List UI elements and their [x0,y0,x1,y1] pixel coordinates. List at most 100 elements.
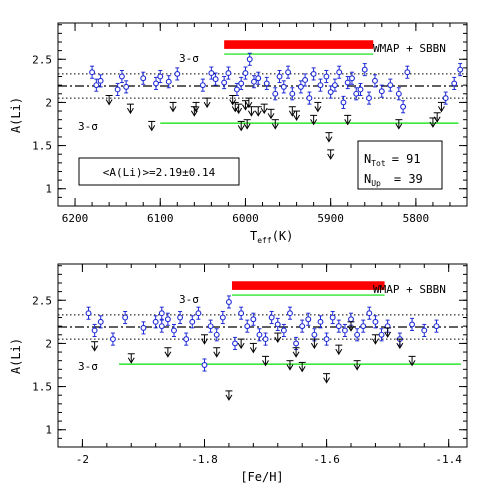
upper-limit-arrow [335,348,343,356]
data-point [232,340,238,347]
data-point [91,327,98,334]
upper-limit-arrow [347,325,355,332]
upper-limit-arrow [323,377,331,384]
y-tick-label: 2.5 [32,294,52,307]
data-point [207,323,214,330]
data-point [349,75,355,82]
y-tick-label: 2.5 [32,53,52,66]
data-point [225,70,232,77]
top-sigma-upper-label: 3-σ [179,52,199,65]
data-point [442,95,449,102]
upper-limit-arrow [225,394,233,401]
upper-limit-arrow [325,136,333,143]
data-point [433,323,440,330]
upper-limit-arrow [237,125,245,132]
data-point [421,327,428,334]
x-tick-label: -1.6 [313,453,340,466]
data-point [255,75,262,82]
upper-limit-arrow [237,342,245,350]
data-point [404,69,411,76]
upper-limit-arrow [353,364,361,371]
upper-limit-arrow [384,331,392,338]
data-point [189,318,196,325]
upper-limit-arrow [249,347,257,354]
data-point [306,95,313,102]
top-xlabel: Teff(K) [250,229,293,245]
data-point [329,314,336,321]
data-point [366,95,372,102]
data-point [344,79,351,86]
data-point [361,66,368,73]
upper-limit-arrow [344,119,352,126]
bottom-frame [57,263,468,448]
data-point [276,73,283,80]
nup-text: NUp = 39 [364,172,423,188]
data-point [378,331,385,338]
data-point [317,82,324,89]
data-point [305,316,312,323]
data-point [93,82,100,89]
data-point [109,336,116,343]
upper-limit-arrow [372,338,379,345]
data-point [118,73,125,80]
data-point [293,340,300,347]
bottom-panel: -2 -1.8 -1.6 -1.4 1 1.5 2 2.5 A(Li) [Fe/H] WMAP… [9,263,468,484]
upper-limit-arrow [254,110,262,117]
data-point [409,321,416,328]
data-point [310,70,317,77]
upper-limit-arrow [433,116,441,123]
data-point [213,331,220,338]
y-tick-label: 1 [45,424,52,437]
bottom-sigma-lower-label: 3-σ [78,360,98,373]
data-point [97,77,104,84]
upper-limit-arrow [292,351,300,358]
data-point [122,314,129,321]
bottom-ylabel: A(Li) [9,338,23,374]
data-point [174,70,181,77]
data-point [238,80,245,87]
data-point [199,82,206,89]
data-point [225,299,232,305]
data-point [340,99,347,106]
data-point [246,56,253,63]
upper-limit-arrow [243,123,251,130]
upper-limit-arrow [242,104,249,111]
upper-limit-arrow [298,366,306,373]
upper-limit-arrow [148,125,156,132]
data-point [268,314,275,321]
upper-limit-arrow [395,123,403,130]
upper-limit-arrow [201,338,208,345]
data-point [287,310,293,317]
data-point [311,331,318,338]
data-point [400,103,407,110]
mean-abundance-text: <A(Li)>=2.19±0.14 [103,166,216,179]
data-point [177,314,184,321]
data-point [201,362,208,368]
upper-limit-arrow [286,364,294,371]
upper-limit-arrow [310,119,318,126]
top-wmap-label: WMAP + SBBN [373,42,446,55]
upper-limit-arrow [235,107,243,115]
upper-limit-arrow [190,110,198,117]
y-tick-label: 1 [45,183,52,196]
data-point [272,90,279,97]
upper-limit-arrow [267,113,275,120]
top-ylabel: A(Li) [9,97,23,133]
upper-limit-arrow [105,99,113,106]
upper-limit-arrow [408,360,416,367]
upper-limit-arrow [274,336,282,344]
data-point [366,310,373,317]
data-point [262,336,269,343]
bottom-plot-area: -2 -1.8 -1.6 -1.4 1 1.5 2 2.5 [32,264,467,466]
data-point [327,89,334,96]
x-tick-label: 6000 [232,212,259,225]
data-point [336,69,343,76]
ntot-text: NTot = 91 [364,152,421,168]
upper-limit-arrow [429,121,437,128]
bottom-wmap-label: WMAP + SBBN [373,283,446,296]
counts-box: NTot = 91 NUp = 39 [357,140,443,190]
bottom-sigma-upper-label: 3-σ [179,293,199,306]
data-point [114,86,121,93]
upper-limit-arrow [192,106,200,113]
data-point [263,80,270,87]
